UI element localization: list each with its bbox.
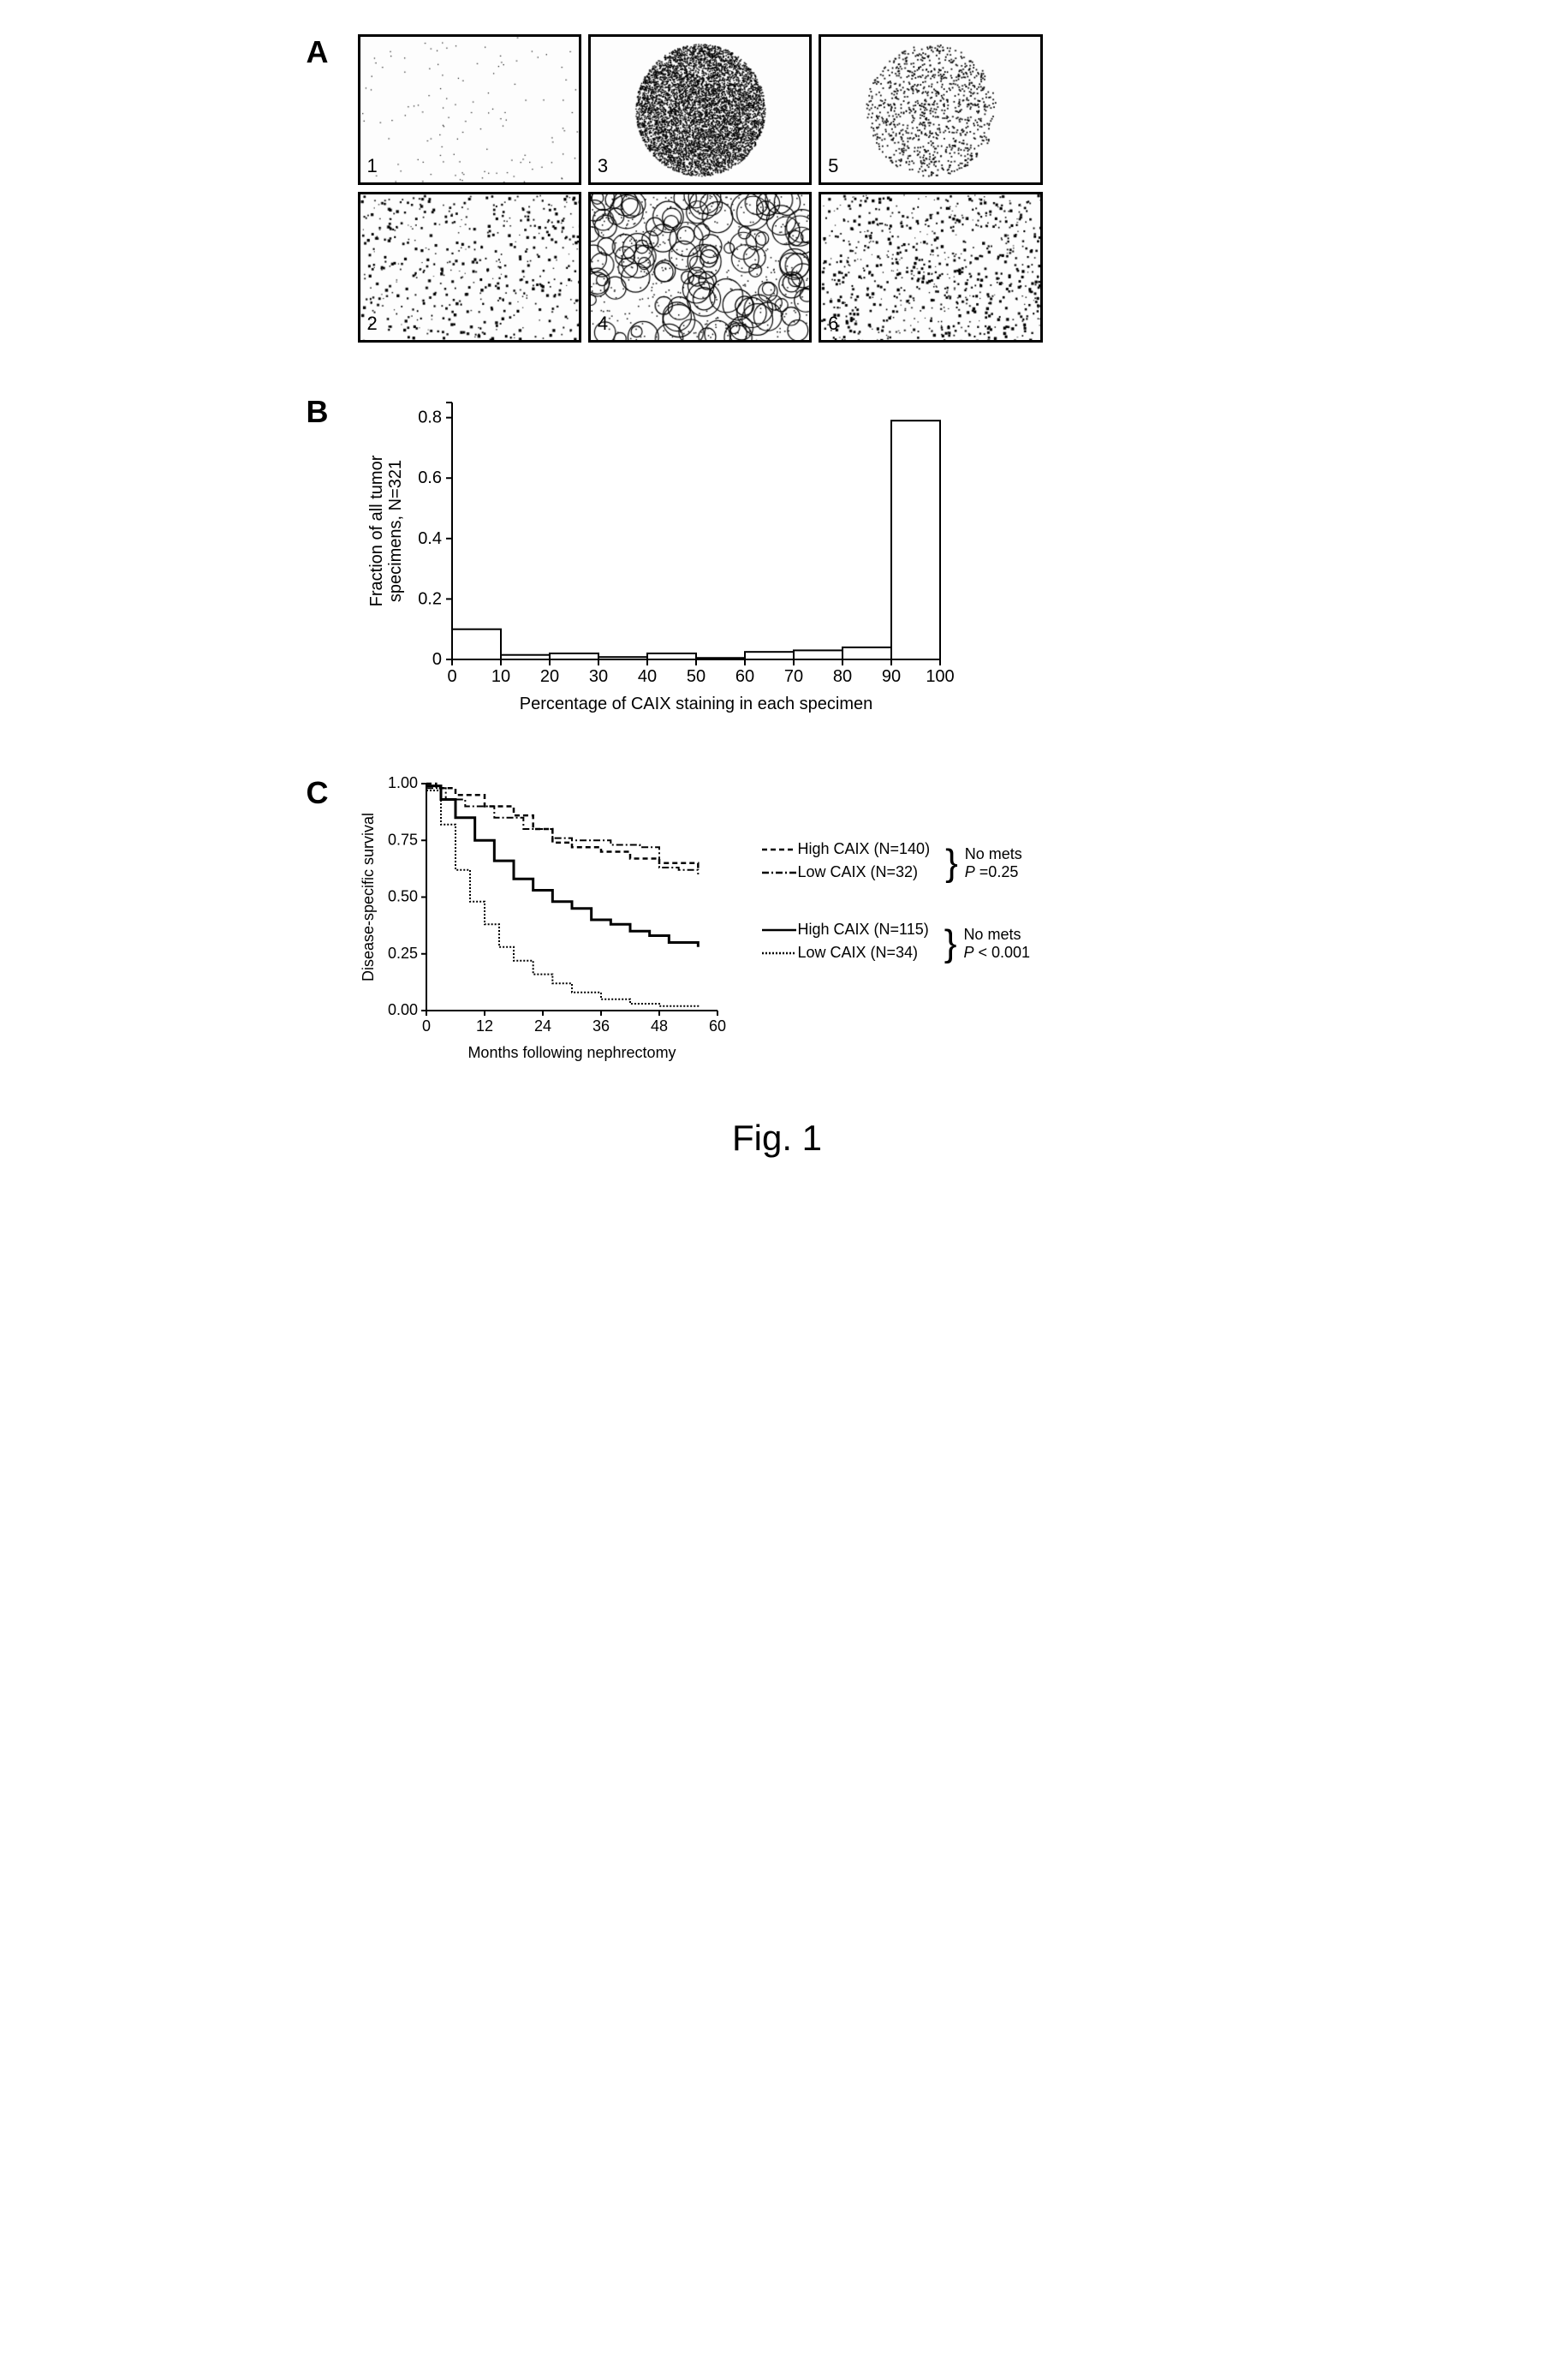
panel-a-label: A: [307, 34, 341, 70]
panel-a-content: 1 3 5 2 4 6: [358, 34, 1248, 343]
figure-title: Fig. 1: [307, 1118, 1248, 1159]
legend-note: No metsP < 0.001: [963, 926, 1030, 962]
svg-text:Disease-specific survival: Disease-specific survival: [360, 813, 377, 981]
legend-label: High CAIX (N=115): [798, 921, 929, 939]
micrograph-number: 4: [598, 313, 608, 335]
svg-text:100: 100: [926, 667, 954, 686]
micrograph-5: 5: [819, 34, 1042, 185]
panel-b-content: 0 0.2 0.4 0.6 0.8 0 10 20 30 40 50 60 70 80 90 100 Fract…: [358, 394, 1248, 724]
panel-a: A 1 3 5 2 4 6: [307, 34, 1248, 343]
micrograph-grid: 1 3 5 2 4 6: [358, 34, 1043, 343]
micrograph-number: 3: [598, 155, 608, 177]
micrograph-number: 1: [367, 155, 378, 177]
svg-text:0.8: 0.8: [418, 409, 442, 427]
legend-row: Low CAIX (N=32): [760, 863, 931, 881]
svg-text:1.00: 1.00: [387, 775, 417, 791]
panel-c-label: C: [307, 775, 341, 811]
svg-text:0: 0: [447, 667, 456, 686]
micrograph-3: 3: [588, 34, 812, 185]
svg-text:12: 12: [475, 1017, 492, 1035]
svg-text:Fraction of all tumor: Fraction of all tumor: [367, 455, 386, 606]
svg-text:Months following nephrectomy: Months following nephrectomy: [467, 1044, 676, 1061]
svg-text:60: 60: [708, 1017, 725, 1035]
micrograph-4: 4: [588, 192, 812, 343]
brace-icon: }: [944, 927, 957, 961]
svg-text:0: 0: [421, 1017, 430, 1035]
survival-chart: 0.00 0.25 0.50 0.75 1.00 0 12 24 36 48 60 Disease-s…: [358, 775, 726, 1066]
panel-c: C 0.00 0.25 0.50 0.75 1.00 0 12 24 36 48 60 Disease…: [307, 775, 1248, 1066]
legend-group: High CAIX (N=140) Low CAIX (N=32)}No mets…: [760, 840, 1031, 886]
svg-text:60: 60: [735, 667, 753, 686]
legend-label: Low CAIX (N=34): [798, 944, 919, 962]
micrograph-number: 6: [828, 313, 838, 335]
panel-b-label: B: [307, 394, 341, 430]
svg-text:10: 10: [491, 667, 509, 686]
legend-row: High CAIX (N=140): [760, 840, 931, 858]
svg-text:50: 50: [686, 667, 705, 686]
svg-text:0.75: 0.75: [387, 831, 417, 848]
svg-text:24: 24: [533, 1017, 551, 1035]
svg-text:0: 0: [432, 650, 441, 669]
svg-text:0.2: 0.2: [418, 589, 442, 608]
brace-icon: }: [945, 846, 958, 880]
svg-text:48: 48: [650, 1017, 667, 1035]
svg-text:0.4: 0.4: [418, 529, 442, 548]
svg-text:specimens, N=321: specimens, N=321: [386, 460, 405, 602]
micrograph-6: 6: [819, 192, 1042, 343]
svg-text:0.6: 0.6: [418, 468, 442, 487]
micrograph-number: 2: [367, 313, 378, 335]
micrograph-2: 2: [358, 192, 581, 343]
micrograph-1: 1: [358, 34, 581, 185]
micrograph-number: 5: [828, 155, 838, 177]
panel-c-content: 0.00 0.25 0.50 0.75 1.00 0 12 24 36 48 60 Disease-s…: [358, 775, 1248, 1066]
legend-row: High CAIX (N=115): [760, 921, 929, 939]
svg-text:36: 36: [592, 1017, 609, 1035]
survival-legend: High CAIX (N=140)Low CAIX (N=32)}No mets…: [760, 840, 1031, 1001]
svg-text:0.00: 0.00: [387, 1001, 417, 1018]
legend-row: Low CAIX (N=34): [760, 944, 929, 962]
svg-text:80: 80: [832, 667, 851, 686]
legend-label: High CAIX (N=140): [798, 840, 931, 858]
panel-b: B 0 0.2 0.4 0.6 0.8 0 10 20 30 40 50 60 70 80 90 100 Fra…: [307, 394, 1248, 724]
legend-note: No metsP =0.25: [965, 845, 1022, 881]
bar-chart: 0 0.2 0.4 0.6 0.8 0 10 20 30 40 50 60 70 80 90 100 Fract…: [358, 394, 957, 719]
svg-text:90: 90: [881, 667, 900, 686]
legend-label: Low CAIX (N=32): [798, 863, 919, 881]
svg-text:20: 20: [539, 667, 558, 686]
svg-text:Percentage of CAIX staining in: Percentage of CAIX staining in each spec…: [519, 695, 872, 713]
svg-text:30: 30: [588, 667, 607, 686]
svg-text:0.25: 0.25: [387, 945, 417, 962]
svg-text:70: 70: [783, 667, 802, 686]
legend-group: High CAIX (N=115) Low CAIX (N=34)}No mets…: [760, 921, 1031, 967]
svg-text:40: 40: [637, 667, 656, 686]
svg-text:0.50: 0.50: [387, 888, 417, 905]
